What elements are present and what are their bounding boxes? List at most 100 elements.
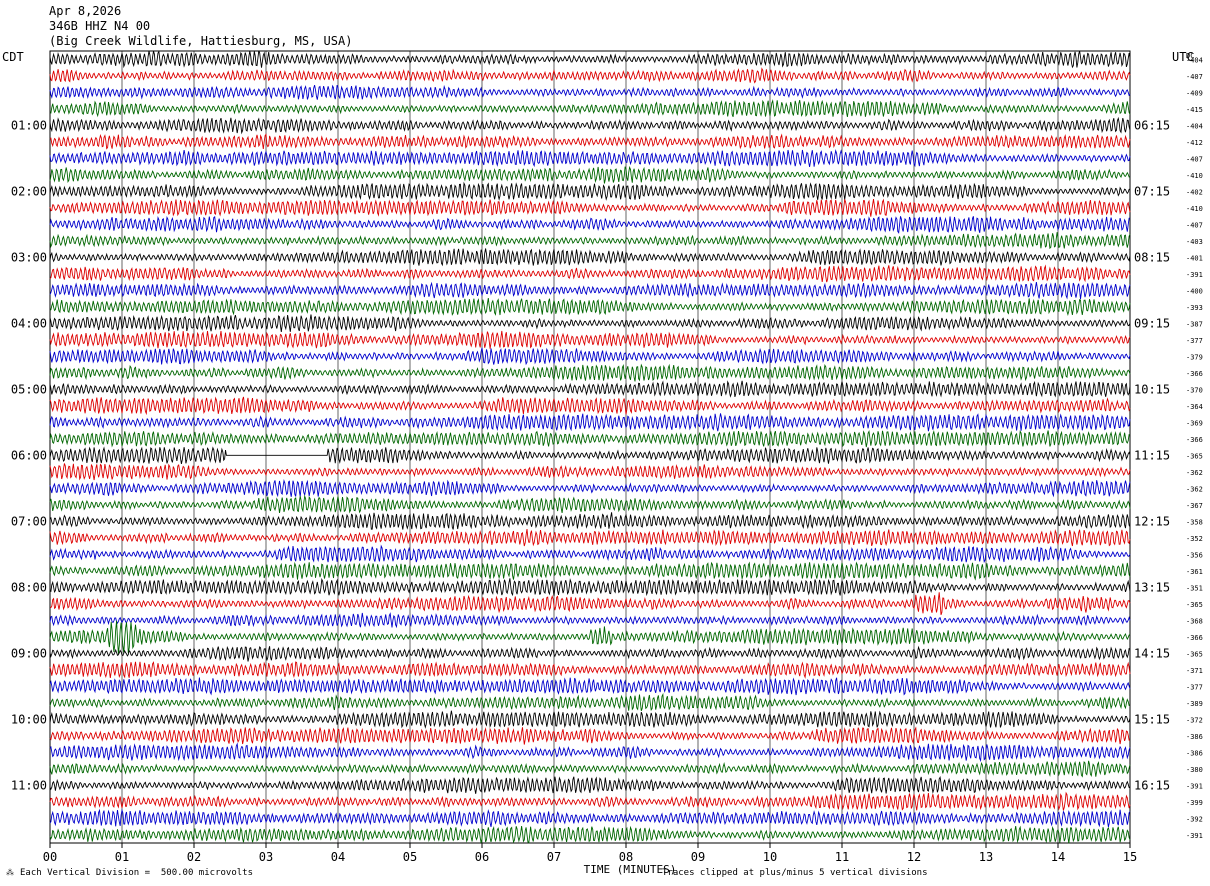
x-tick-label: 02 (187, 850, 201, 864)
seismic-trace (49, 148, 1131, 168)
x-tick-label: 11 (835, 850, 849, 864)
right-timezone-label: UTC (1172, 50, 1194, 64)
right-hour-label: 14:15 (1134, 646, 1170, 660)
x-tick-label: 06 (475, 850, 489, 864)
dc-offset-label: -372 (1186, 716, 1203, 724)
left-hour-label: 06:00 (11, 448, 47, 462)
dc-offset-label: -400 (1186, 287, 1203, 295)
dc-offset-label: -402 (1186, 188, 1203, 196)
right-hour-label: 09:15 (1134, 316, 1170, 330)
seismic-trace (49, 99, 1131, 118)
x-tick-label: 07 (547, 850, 561, 864)
dc-offset-label: -365 (1186, 601, 1203, 609)
left-hour-label: 05:00 (11, 382, 47, 396)
x-tick-label: 14 (1051, 850, 1065, 864)
seismic-trace (49, 232, 1131, 250)
right-hour-label: 12:15 (1134, 514, 1170, 528)
seismic-trace (49, 494, 1131, 514)
left-hour-label: 03:00 (11, 250, 47, 264)
seismic-trace (49, 645, 1131, 662)
dc-offset-label: -364 (1186, 403, 1203, 411)
seismic-trace (49, 808, 1131, 828)
usgs-mark: ⁂ (6, 868, 14, 877)
seismic-trace (49, 529, 1131, 547)
dc-offset-label: -391 (1186, 832, 1203, 840)
left-hour-label: 10:00 (11, 712, 47, 726)
x-tick-label: 09 (691, 850, 705, 864)
scale-note: Each Vertical Division = 500.00 microvol… (20, 868, 253, 878)
seismic-trace (49, 248, 1131, 267)
right-hour-label: 15:15 (1134, 712, 1170, 726)
x-tick-label: 00 (43, 850, 57, 864)
dc-offset-label: -371 (1186, 667, 1203, 675)
seismic-trace (49, 463, 1131, 481)
x-tick-label: 12 (907, 850, 921, 864)
seismic-trace (49, 612, 1131, 629)
right-hour-label: 16:15 (1134, 778, 1170, 792)
dc-column-label: DC (1186, 52, 1194, 60)
right-hour-label: 13:15 (1134, 580, 1170, 594)
seismic-trace (50, 592, 1131, 615)
seismic-trace (49, 479, 1131, 498)
dc-offset-label: -366 (1186, 436, 1203, 444)
dc-offset-label: -366 (1186, 634, 1203, 642)
seismic-trace (49, 429, 1131, 448)
seismic-trace (49, 396, 1131, 416)
dc-offset-label: -386 (1186, 733, 1203, 741)
seismic-trace (49, 446, 1131, 464)
right-hour-label: 07:15 (1134, 184, 1170, 198)
seismic-trace (49, 198, 1131, 217)
dc-offset-label: -358 (1186, 518, 1203, 526)
seismic-trace (49, 577, 1131, 597)
dc-offset-label: -407 (1186, 155, 1203, 163)
dc-offset-label: -392 (1186, 815, 1203, 823)
dc-offset-label: -367 (1186, 502, 1203, 510)
seismic-trace (49, 791, 1131, 811)
dc-offset-label: -369 (1186, 419, 1203, 427)
dc-offset-label: -410 (1186, 205, 1203, 213)
seismic-trace (49, 825, 1131, 844)
seismic-trace (49, 413, 1131, 432)
dc-offset-label: -391 (1186, 271, 1203, 279)
x-tick-label: 08 (619, 850, 633, 864)
seismic-trace (49, 165, 1131, 184)
dc-offset-label: -356 (1186, 551, 1203, 559)
x-tick-label: 13 (979, 850, 993, 864)
dc-offset-label: -386 (1186, 749, 1203, 757)
left-hour-label: 02:00 (11, 184, 47, 198)
dc-offset-label: -401 (1186, 254, 1203, 262)
dc-offset-label: -409 (1186, 89, 1203, 97)
seismic-trace (49, 661, 1131, 679)
dc-offset-label: -393 (1186, 304, 1203, 312)
seismic-trace (49, 363, 1131, 382)
seismic-trace (49, 726, 1131, 745)
left-hour-label: 01:00 (11, 118, 47, 132)
dc-offset-label: -377 (1186, 683, 1203, 691)
dc-offset-label: -415 (1186, 106, 1203, 114)
dc-offset-label: -407 (1186, 221, 1203, 229)
right-hour-label: 10:15 (1134, 382, 1170, 396)
dc-offset-label: -407 (1186, 73, 1203, 81)
seismic-trace (49, 561, 1131, 581)
dc-offset-label: -368 (1186, 617, 1203, 625)
seismic-trace (49, 281, 1131, 300)
seismic-trace (49, 264, 1131, 283)
dc-offset-label: -387 (1186, 320, 1203, 328)
clip-note: Traces clipped at plus/minus 5 vertical … (662, 868, 928, 878)
dc-offset-label: -365 (1186, 452, 1203, 460)
seismic-trace (49, 116, 1131, 135)
plot-frame (49, 50, 1131, 844)
station-code: 346B HHZ N4 00 (49, 19, 151, 33)
left-timezone-label: CDT (2, 50, 24, 64)
seismic-trace (49, 760, 1131, 778)
dc-offset-label: -362 (1186, 485, 1203, 493)
plot-date: Apr 8,2026 (49, 4, 122, 18)
x-tick-label: 05 (403, 850, 417, 864)
x-tick-label: 03 (259, 850, 273, 864)
right-hour-label: 11:15 (1134, 448, 1170, 462)
right-hour-label: 08:15 (1134, 250, 1170, 264)
dc-offset-label: -351 (1186, 584, 1203, 592)
station-location: (Big Creek Wildlife, Hattiesburg, MS, US… (49, 34, 353, 48)
right-hour-label: 06:15 (1134, 118, 1170, 132)
